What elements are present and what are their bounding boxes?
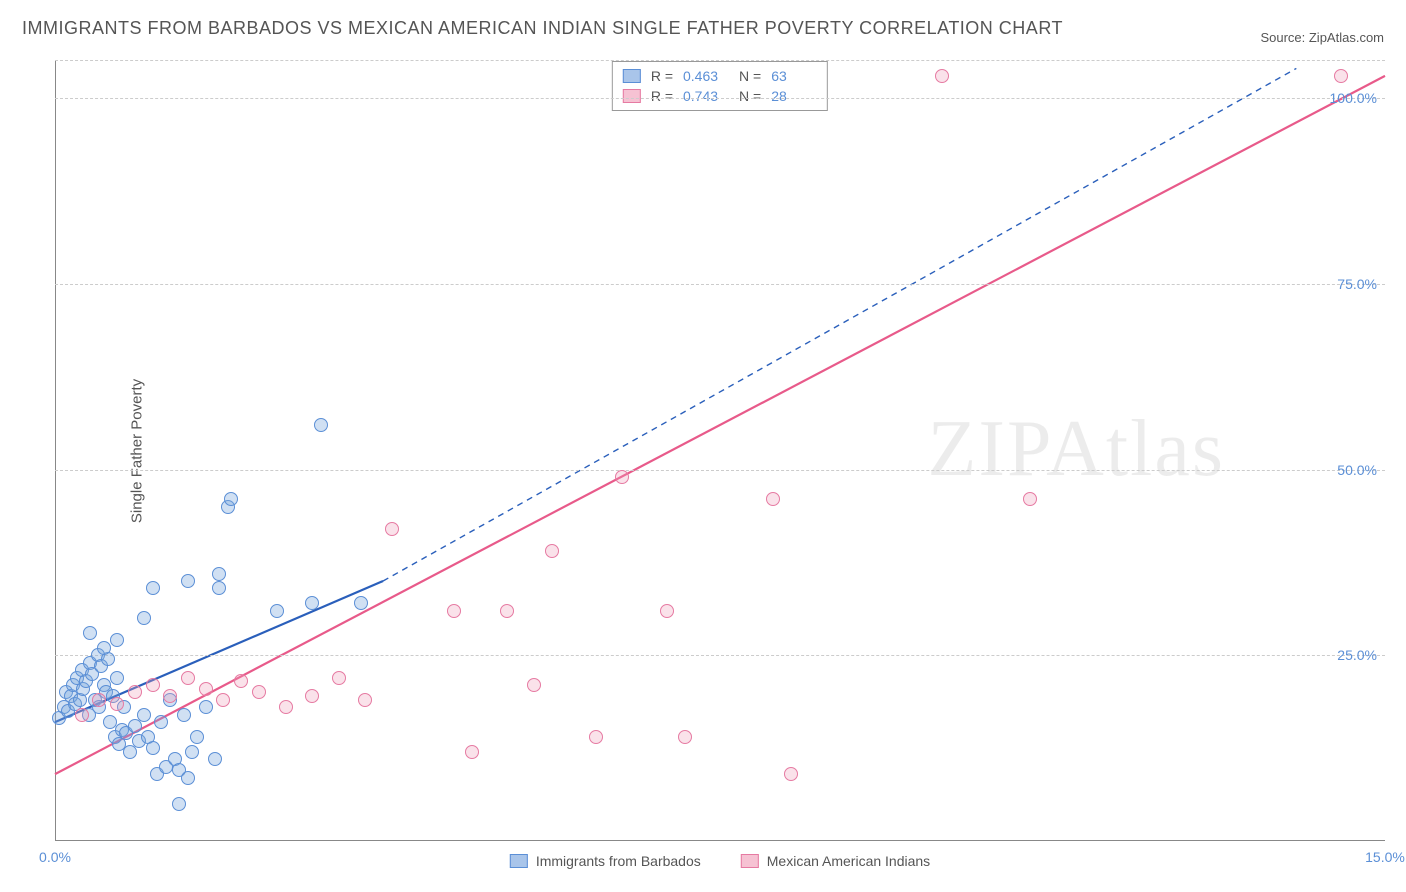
data-point <box>137 708 151 722</box>
data-point <box>615 470 629 484</box>
data-point <box>199 700 213 714</box>
data-point <box>234 674 248 688</box>
legend-n-label: N = <box>739 68 761 84</box>
data-point <box>500 604 514 618</box>
data-point <box>163 689 177 703</box>
data-point <box>154 715 168 729</box>
legend-n-label: N = <box>739 88 761 104</box>
data-point <box>172 797 186 811</box>
data-point <box>465 745 479 759</box>
data-point <box>545 544 559 558</box>
data-point <box>199 682 213 696</box>
data-point <box>385 522 399 536</box>
y-tick-label: 25.0% <box>1337 647 1377 663</box>
data-point <box>92 693 106 707</box>
x-tick-label: 0.0% <box>39 849 71 865</box>
data-point <box>1334 69 1348 83</box>
legend-item: Immigrants from Barbados <box>510 853 701 869</box>
legend-series: Immigrants from Barbados Mexican America… <box>510 853 930 869</box>
legend-r-label: R = <box>651 88 673 104</box>
data-point <box>177 708 191 722</box>
data-point <box>314 418 328 432</box>
data-point <box>252 685 266 699</box>
data-point <box>208 752 222 766</box>
data-point <box>83 626 97 640</box>
data-point <box>589 730 603 744</box>
legend-swatch <box>623 69 641 83</box>
data-point <box>784 767 798 781</box>
data-point <box>190 730 204 744</box>
legend-r-value: 0.463 <box>683 68 729 84</box>
data-point <box>137 611 151 625</box>
data-point <box>185 745 199 759</box>
data-point <box>97 641 111 655</box>
data-point <box>146 581 160 595</box>
gridline <box>55 655 1385 656</box>
trend-lines <box>55 61 1385 841</box>
data-point <box>212 581 226 595</box>
legend-r-value: 0.743 <box>683 88 729 104</box>
legend-label: Mexican American Indians <box>767 853 930 869</box>
data-point <box>358 693 372 707</box>
data-point <box>212 567 226 581</box>
data-point <box>181 671 195 685</box>
data-point <box>270 604 284 618</box>
y-tick-label: 75.0% <box>1337 276 1377 292</box>
legend-swatch <box>623 89 641 103</box>
data-point <box>305 689 319 703</box>
data-point <box>128 685 142 699</box>
gridline <box>55 98 1385 99</box>
data-point <box>354 596 368 610</box>
data-point <box>110 697 124 711</box>
legend-stats-row: R = 0.743 N = 28 <box>623 86 817 106</box>
gridline <box>55 284 1385 285</box>
data-point <box>678 730 692 744</box>
data-point <box>110 633 124 647</box>
legend-stats: R = 0.463 N = 63 R = 0.743 N = 28 <box>612 61 828 111</box>
data-point <box>447 604 461 618</box>
data-point <box>110 671 124 685</box>
data-point <box>181 574 195 588</box>
data-point <box>766 492 780 506</box>
legend-stats-row: R = 0.463 N = 63 <box>623 66 817 86</box>
data-point <box>279 700 293 714</box>
legend-swatch <box>510 854 528 868</box>
data-point <box>181 771 195 785</box>
data-point <box>332 671 346 685</box>
data-point <box>146 741 160 755</box>
y-tick-label: 100.0% <box>1330 90 1377 106</box>
y-tick-label: 50.0% <box>1337 462 1377 478</box>
x-tick-label: 15.0% <box>1365 849 1405 865</box>
data-point <box>1023 492 1037 506</box>
data-point <box>224 492 238 506</box>
plot-area: Single Father Poverty ZIPAtlas R =0.463N… <box>55 60 1385 841</box>
chart-title: IMMIGRANTS FROM BARBADOS VS MEXICAN AMER… <box>22 18 1063 39</box>
legend-label: Immigrants from Barbados <box>536 853 701 869</box>
legend-r-label: R = <box>651 68 673 84</box>
source-label: Source: ZipAtlas.com <box>1260 30 1384 45</box>
legend-swatch <box>741 854 759 868</box>
legend-item: Mexican American Indians <box>741 853 930 869</box>
data-point <box>75 708 89 722</box>
data-point <box>660 604 674 618</box>
data-point <box>935 69 949 83</box>
legend-n-value: 63 <box>771 68 817 84</box>
gridline <box>55 470 1385 471</box>
legend-n-value: 28 <box>771 88 817 104</box>
data-point <box>527 678 541 692</box>
data-point <box>216 693 230 707</box>
data-point <box>146 678 160 692</box>
data-point <box>305 596 319 610</box>
